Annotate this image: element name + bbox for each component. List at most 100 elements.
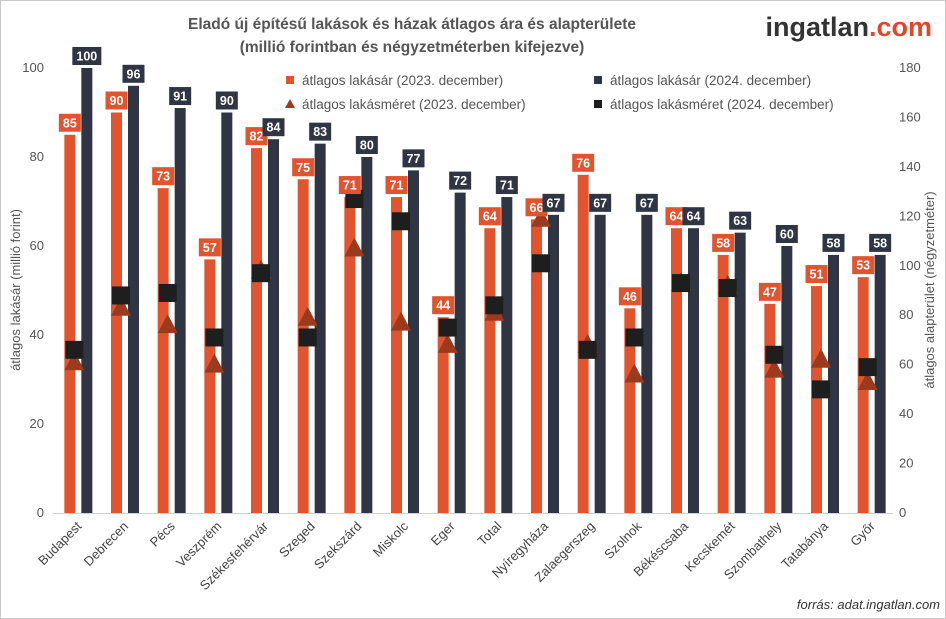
bar — [484, 228, 496, 513]
y2-tick-label: 120 — [899, 208, 921, 223]
data-label: 83 — [313, 125, 327, 139]
data-label: 91 — [173, 90, 187, 104]
legend-marker — [285, 99, 295, 108]
source-note: forrás: adat.ingatlan.com — [797, 597, 940, 612]
category-label: Szekszárd — [311, 519, 365, 573]
data-label-box — [852, 256, 875, 275]
square-marker — [158, 283, 177, 302]
data-label: 72 — [453, 174, 467, 188]
y2-tick-label: 0 — [899, 505, 906, 520]
data-label: 71 — [500, 179, 514, 193]
data-label-box — [122, 64, 145, 83]
data-label-box — [572, 153, 595, 172]
y2-axis-title: átlagos alapterület (négyzetméter) — [922, 191, 937, 388]
data-label-box — [245, 127, 268, 146]
data-label-box — [309, 122, 332, 141]
legend-marker — [286, 76, 294, 84]
brand-logo: ingatlan.com — [765, 12, 932, 42]
bar — [641, 214, 653, 513]
chart-subtitle: (millió forintban és négyzetméterben kif… — [240, 39, 585, 56]
data-label-box — [292, 158, 315, 177]
bar — [531, 219, 542, 514]
data-label-box — [198, 238, 221, 257]
legend-entry: átlagos lakásár (2023. december) — [302, 73, 503, 88]
triangle-marker — [391, 311, 411, 331]
y2-tick-label: 20 — [899, 456, 913, 471]
bar — [437, 317, 449, 513]
legend-entry: átlagos lakásméret (2023. december) — [302, 97, 526, 112]
data-label: 90 — [220, 94, 234, 108]
data-label: 47 — [763, 285, 777, 299]
bar — [594, 214, 606, 513]
data-label-box — [152, 167, 175, 186]
triangle-marker — [64, 351, 85, 371]
data-label-box — [72, 47, 102, 65]
data-label: 64 — [687, 210, 701, 224]
data-label-box — [215, 91, 238, 110]
bar — [764, 303, 776, 513]
triangle-marker — [764, 358, 785, 378]
bar — [874, 254, 886, 513]
triangle-marker — [344, 237, 365, 257]
data-label: 67 — [593, 196, 607, 210]
triangle-marker — [111, 296, 131, 316]
bar — [251, 148, 262, 513]
square-marker — [858, 358, 877, 377]
square-marker — [718, 279, 737, 298]
data-label: 71 — [343, 179, 357, 193]
bar — [268, 139, 279, 513]
bar — [391, 197, 402, 514]
bar — [454, 192, 466, 513]
bar — [734, 232, 746, 513]
triangle-marker — [297, 306, 318, 326]
data-label: 64 — [670, 210, 684, 224]
category-label: Miskolc — [370, 518, 412, 560]
y2-tick-label: 100 — [899, 258, 921, 273]
data-label-box — [478, 207, 501, 226]
triangle-marker — [857, 370, 878, 390]
data-label: 73 — [156, 170, 170, 184]
y2-tick-label: 140 — [899, 159, 921, 174]
data-label: 90 — [110, 94, 124, 108]
data-label-box — [432, 296, 455, 315]
category-label: Tatabánya — [778, 518, 832, 572]
category-label: Szolnok — [601, 518, 645, 562]
data-label: 58 — [827, 236, 841, 250]
bar — [857, 277, 869, 513]
square-marker — [532, 254, 550, 273]
data-label-box — [338, 176, 361, 195]
data-label-box — [525, 198, 548, 217]
square-marker — [345, 190, 364, 209]
bar — [408, 170, 419, 513]
legend-entry: átlagos lakásár (2024. december) — [610, 73, 811, 88]
y-tick-label: 20 — [30, 416, 44, 431]
category-label: Total — [474, 518, 504, 548]
data-label-box — [635, 193, 658, 212]
triangle-marker — [204, 353, 225, 373]
triangle-marker — [531, 207, 551, 227]
bar — [671, 228, 682, 513]
square-marker — [578, 340, 597, 359]
data-label: 100 — [76, 50, 97, 64]
legend-marker — [594, 100, 602, 108]
data-label: 76 — [576, 156, 590, 170]
data-label: 51 — [810, 268, 824, 282]
brand-logo-part1: ingatlan — [765, 12, 869, 42]
y-tick-label: 80 — [30, 149, 44, 164]
y-tick-label: 0 — [37, 505, 44, 520]
data-label: 75 — [296, 161, 310, 175]
bar — [688, 228, 699, 513]
y-tick-label: 40 — [30, 327, 44, 342]
square-marker — [205, 328, 224, 347]
data-label-box — [355, 136, 378, 154]
data-label: 46 — [623, 290, 637, 304]
data-label-box — [869, 233, 892, 252]
data-label-box — [805, 265, 828, 284]
bar — [548, 214, 559, 513]
data-label: 67 — [640, 196, 654, 210]
bar — [221, 112, 233, 513]
data-label: 44 — [436, 299, 450, 313]
data-label: 84 — [267, 121, 281, 135]
data-label-box — [589, 193, 612, 212]
square-marker — [485, 296, 504, 315]
